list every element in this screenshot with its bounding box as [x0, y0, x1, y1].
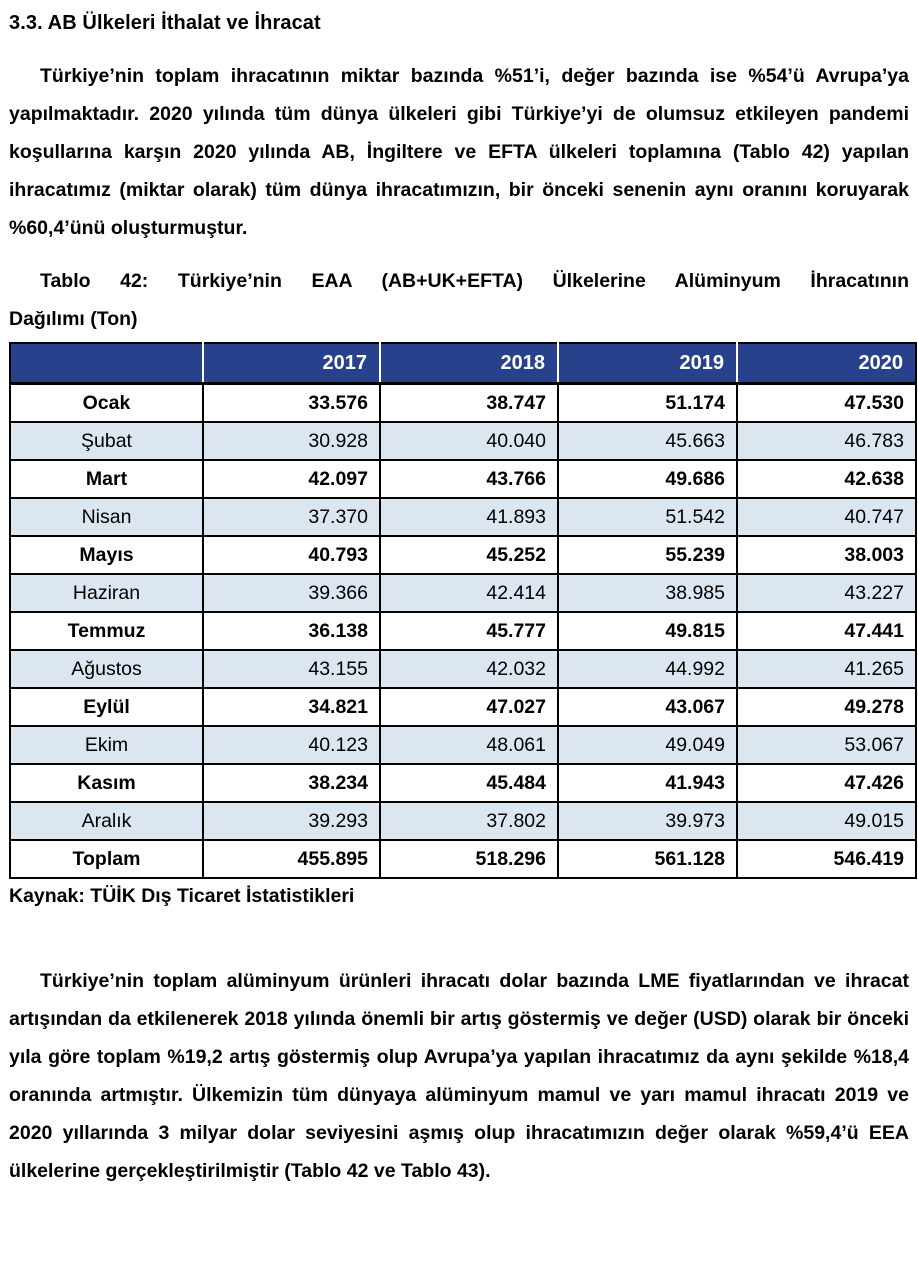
row-label-total: Toplam — [9, 839, 204, 879]
table-row-mart: Mart 42.097 43.766 49.686 42.638 — [9, 459, 917, 499]
cell-value: 51.174 — [557, 382, 738, 423]
cell-value: 39.366 — [202, 573, 381, 613]
cell-value: 42.032 — [379, 649, 559, 689]
header-cell-2020: 2020 — [736, 343, 916, 385]
cell-value: 38.985 — [557, 573, 738, 613]
cell-value: 47.441 — [736, 611, 917, 651]
intro-paragraph: Türkiye’nin toplam ihracatının miktar ba… — [9, 65, 909, 239]
cell-value: 49.815 — [557, 611, 738, 651]
cell-value: 47.426 — [736, 763, 917, 803]
cell-value: 40.040 — [379, 421, 559, 461]
table-header-row: 2017 2018 2019 2020 — [10, 343, 916, 385]
cell-value: 37.802 — [379, 801, 559, 841]
cell-value: 41.265 — [736, 649, 917, 689]
row-label: Ekim — [9, 725, 204, 765]
cell-value: 42.638 — [736, 459, 917, 499]
cell-value: 43.227 — [736, 573, 917, 613]
table-caption-line1: Tablo 42: Türkiye’nin EAA (AB+UK+EFTA) Ü… — [40, 270, 909, 292]
cell-value: 45.484 — [379, 763, 559, 803]
table-row-eylul: Eylül 34.821 47.027 43.067 49.278 — [9, 687, 917, 727]
cell-value: 45.663 — [557, 421, 738, 461]
table-row-ekim: Ekim 40.123 48.061 49.049 53.067 — [9, 725, 917, 765]
cell-value: 38.003 — [736, 535, 917, 575]
cell-value: 38.747 — [379, 382, 559, 423]
table-caption-line2: Dağılımı (Ton) — [9, 308, 138, 330]
cell-value: 41.893 — [379, 497, 559, 537]
source-note: Kaynak: TÜİK Dış Ticaret İstatistikleri — [9, 885, 355, 907]
cell-value: 40.747 — [736, 497, 917, 537]
table-row-temmuz: Temmuz 36.138 45.777 49.815 47.441 — [9, 611, 917, 651]
row-label: Haziran — [9, 573, 204, 613]
cell-value: 38.234 — [202, 763, 381, 803]
table-row-aralik: Aralık 39.293 37.802 39.973 49.015 — [9, 801, 917, 841]
cell-value: 39.973 — [557, 801, 738, 841]
table-row-nisan: Nisan 37.370 41.893 51.542 40.747 — [9, 497, 917, 537]
cell-value: 33.576 — [202, 382, 381, 423]
cell-value: 48.061 — [379, 725, 559, 765]
cell-value: 47.027 — [379, 687, 559, 727]
cell-value: 42.097 — [202, 459, 381, 499]
table-row-total: Toplam 455.895 518.296 561.128 546.419 — [9, 839, 917, 879]
cell-total-value: 455.895 — [202, 839, 381, 879]
table-row-mayis: Mayıs 40.793 45.252 55.239 38.003 — [9, 535, 917, 575]
row-label: Şubat — [9, 421, 204, 461]
table-row-agustos: Ağustos 43.155 42.032 44.992 41.265 — [9, 649, 917, 689]
row-label: Aralık — [9, 801, 204, 841]
cell-value: 36.138 — [202, 611, 381, 651]
cell-value: 39.293 — [202, 801, 381, 841]
cell-value: 55.239 — [557, 535, 738, 575]
cell-value: 37.370 — [202, 497, 381, 537]
body-paragraph: Türkiye’nin toplam alüminyum ürünleri ih… — [9, 970, 909, 1182]
row-label: Eylül — [9, 687, 204, 727]
section-heading: 3.3. AB Ülkeleri İthalat ve İhracat — [9, 12, 321, 34]
cell-value: 47.530 — [736, 382, 917, 423]
cell-value: 45.777 — [379, 611, 559, 651]
row-label: Ocak — [9, 382, 204, 423]
row-label: Mayıs — [9, 535, 204, 575]
row-label: Nisan — [9, 497, 204, 537]
row-label: Kasım — [9, 763, 204, 803]
cell-value: 51.542 — [557, 497, 738, 537]
cell-value: 34.821 — [202, 687, 381, 727]
header-cell-2017: 2017 — [202, 343, 380, 385]
cell-value: 46.783 — [736, 421, 917, 461]
table-row-kasim: Kasım 38.234 45.484 41.943 47.426 — [9, 763, 917, 803]
header-cell-2019: 2019 — [557, 343, 737, 385]
table-caption: Tablo 42: Türkiye’nin EAA (AB+UK+EFTA) Ü… — [9, 262, 909, 338]
header-cell-blank — [10, 343, 203, 385]
cell-value: 44.992 — [557, 649, 738, 689]
cell-value: 43.155 — [202, 649, 381, 689]
cell-total-value: 518.296 — [379, 839, 559, 879]
cell-total-value: 546.419 — [736, 839, 917, 879]
cell-value: 43.067 — [557, 687, 738, 727]
cell-value: 53.067 — [736, 725, 917, 765]
cell-value: 49.686 — [557, 459, 738, 499]
cell-value: 40.793 — [202, 535, 381, 575]
cell-value: 40.123 — [202, 725, 381, 765]
row-label: Mart — [9, 459, 204, 499]
export-table: 2017 2018 2019 2020 Ocak 33.576 38.747 5… — [9, 342, 917, 879]
row-label: Ağustos — [9, 649, 204, 689]
cell-value: 49.015 — [736, 801, 917, 841]
cell-value: 49.049 — [557, 725, 738, 765]
cell-value: 30.928 — [202, 421, 381, 461]
cell-value: 43.766 — [379, 459, 559, 499]
row-label: Temmuz — [9, 611, 204, 651]
table-row-subat: Şubat 30.928 40.040 45.663 46.783 — [9, 421, 917, 461]
cell-value: 49.278 — [736, 687, 917, 727]
cell-total-value: 561.128 — [557, 839, 738, 879]
cell-value: 41.943 — [557, 763, 738, 803]
table-row-haziran: Haziran 39.366 42.414 38.985 43.227 — [9, 573, 917, 613]
header-cell-2018: 2018 — [379, 343, 558, 385]
cell-value: 42.414 — [379, 573, 559, 613]
table-row-ocak: Ocak 33.576 38.747 51.174 47.530 — [9, 382, 917, 423]
cell-value: 45.252 — [379, 535, 559, 575]
